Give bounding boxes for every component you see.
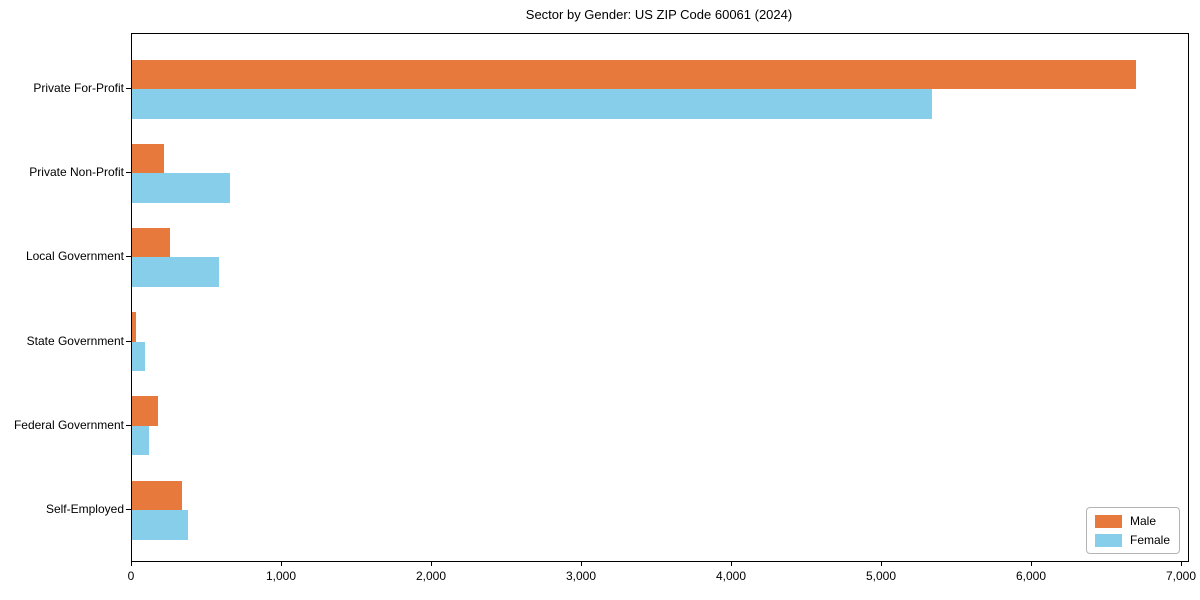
legend-item-male: Male [1094, 514, 1170, 528]
bar-female-4 [132, 341, 145, 372]
legend: Male Female [1085, 507, 1180, 554]
x-tick-mark [1030, 561, 1032, 566]
x-axis-tick-label: 5,000 [865, 569, 897, 583]
x-tick-mark [730, 561, 732, 566]
x-axis-tick-label: 0 [127, 569, 135, 583]
x-tick-mark [880, 561, 882, 566]
y-tick-mark [126, 172, 131, 174]
y-axis-category-label: Private Non-Profit [29, 165, 124, 180]
chart-title: Sector by Gender: US ZIP Code 60061 (202… [525, 7, 793, 22]
bar-female-2 [132, 173, 230, 203]
female-series-swatch [1094, 533, 1122, 547]
x-tick-mark [430, 561, 432, 566]
x-tick-mark [130, 561, 132, 566]
bar-male-3 [132, 227, 170, 258]
x-axis-tick-label: 6,000 [1015, 569, 1047, 583]
plot-area: Male Female [131, 33, 1189, 562]
bar-female-6 [132, 510, 189, 540]
legend-label-female: Female [1129, 533, 1170, 547]
x-tick-mark [1180, 561, 1182, 566]
x-axis-tick-label: 3,000 [565, 569, 597, 583]
y-axis-category-label: Self-Employed [45, 502, 124, 516]
y-tick-mark [126, 340, 131, 342]
y-tick-mark [126, 509, 131, 510]
y-tick-mark [126, 424, 131, 426]
y-axis-category-label: State Government [26, 333, 124, 348]
y-axis-category-label: Private For-Profit [33, 81, 124, 95]
x-tick-mark [580, 561, 582, 566]
bar-male-2 [132, 143, 165, 174]
y-tick-mark [126, 256, 131, 258]
legend-item-female: Female [1094, 533, 1170, 547]
y-axis-category-label: Federal Government [13, 417, 124, 432]
x-axis-tick-label: 4,000 [715, 569, 747, 583]
bar-female-5 [132, 425, 150, 456]
y-axis-category-label: Local Government [25, 249, 124, 264]
x-axis-tick-label: 1,000 [265, 569, 297, 583]
bar-male-6 [132, 480, 183, 510]
bar-female-3 [132, 257, 219, 287]
x-axis-tick-label: 7,000 [1165, 569, 1197, 583]
legend-label-male: Male [1129, 514, 1156, 528]
bar-female-1 [132, 89, 932, 119]
bar-male-4 [132, 312, 136, 342]
x-tick-mark [280, 561, 282, 566]
bar-male-5 [132, 396, 159, 426]
bar-male-1 [132, 59, 1136, 89]
male-series-swatch [1094, 514, 1122, 528]
x-axis-tick-label: 2,000 [415, 569, 447, 583]
y-tick-mark [126, 88, 131, 89]
